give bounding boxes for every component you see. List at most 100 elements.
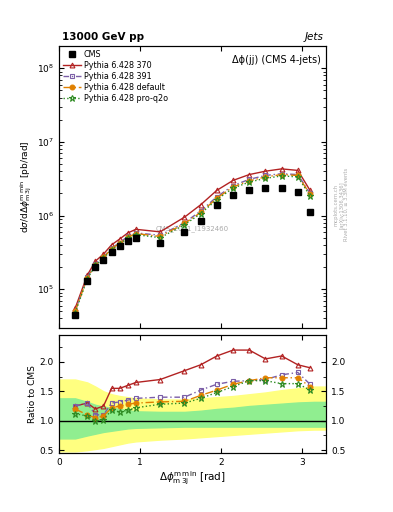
Pythia 6.428 370 bbox=[182, 214, 187, 220]
Pythia 6.428 391 bbox=[308, 190, 312, 197]
CMS bbox=[182, 229, 187, 235]
Pythia 6.428 pro-q2o bbox=[109, 246, 114, 252]
Pythia 6.428 default bbox=[247, 178, 252, 184]
CMS bbox=[93, 264, 98, 270]
Pythia 6.428 pro-q2o bbox=[118, 241, 122, 247]
CMS bbox=[279, 184, 284, 190]
Pythia 6.428 pro-q2o bbox=[247, 179, 252, 185]
Pythia 6.428 370 bbox=[158, 229, 163, 235]
Pythia 6.428 default bbox=[231, 184, 235, 190]
Pythia 6.428 370 bbox=[279, 166, 284, 172]
CMS bbox=[198, 218, 203, 224]
Text: Δϕ(jj) (CMS 4-jets): Δϕ(jj) (CMS 4-jets) bbox=[232, 55, 321, 65]
Pythia 6.428 370 bbox=[93, 258, 98, 264]
Pythia 6.428 default bbox=[279, 172, 284, 178]
Pythia 6.428 default bbox=[73, 308, 77, 314]
Pythia 6.428 370 bbox=[134, 226, 138, 232]
Pythia 6.428 default bbox=[296, 173, 300, 179]
Pythia 6.428 391 bbox=[134, 230, 138, 236]
Pythia 6.428 391 bbox=[296, 172, 300, 178]
Pythia 6.428 pro-q2o bbox=[308, 193, 312, 199]
Pythia 6.428 default bbox=[125, 234, 130, 240]
Pythia 6.428 370 bbox=[118, 236, 122, 242]
Pythia 6.428 pro-q2o bbox=[296, 174, 300, 180]
Legend: CMS, Pythia 6.428 370, Pythia 6.428 391, Pythia 6.428 default, Pythia 6.428 pro-: CMS, Pythia 6.428 370, Pythia 6.428 391,… bbox=[61, 49, 170, 105]
Line: Pythia 6.428 370: Pythia 6.428 370 bbox=[73, 166, 312, 311]
Pythia 6.428 pro-q2o bbox=[134, 231, 138, 238]
Line: CMS: CMS bbox=[72, 184, 313, 318]
Pythia 6.428 391 bbox=[93, 261, 98, 267]
CMS bbox=[296, 189, 300, 195]
CMS bbox=[308, 209, 312, 216]
Pythia 6.428 pro-q2o bbox=[101, 255, 106, 262]
CMS bbox=[215, 202, 219, 208]
Pythia 6.428 pro-q2o bbox=[93, 262, 98, 268]
Line: Pythia 6.428 391: Pythia 6.428 391 bbox=[73, 171, 312, 314]
Pythia 6.428 pro-q2o bbox=[85, 276, 90, 282]
Pythia 6.428 pro-q2o bbox=[231, 185, 235, 191]
Y-axis label: Ratio to CMS: Ratio to CMS bbox=[28, 365, 37, 423]
Text: mcplots.cern.ch: mcplots.cern.ch bbox=[334, 184, 338, 226]
Pythia 6.428 391 bbox=[73, 308, 77, 314]
Pythia 6.428 default bbox=[109, 246, 114, 252]
Pythia 6.428 default bbox=[85, 275, 90, 281]
Pythia 6.428 391 bbox=[158, 232, 163, 238]
Pythia 6.428 391 bbox=[263, 173, 268, 179]
Pythia 6.428 370 bbox=[247, 172, 252, 178]
Y-axis label: d$\sigma$/d$\Delta\phi^{\rm m\,min}_{\rm m\,3j}$ [pb/rad]: d$\sigma$/d$\Delta\phi^{\rm m\,min}_{\rm… bbox=[18, 140, 34, 233]
CMS bbox=[109, 249, 114, 255]
Pythia 6.428 391 bbox=[118, 240, 122, 246]
CMS bbox=[263, 184, 268, 190]
Pythia 6.428 370 bbox=[85, 272, 90, 278]
Pythia 6.428 391 bbox=[247, 176, 252, 182]
Pythia 6.428 pro-q2o bbox=[158, 234, 163, 241]
Pythia 6.428 391 bbox=[198, 208, 203, 214]
Pythia 6.428 391 bbox=[231, 182, 235, 188]
Pythia 6.428 default bbox=[308, 191, 312, 197]
CMS bbox=[125, 238, 130, 244]
Pythia 6.428 391 bbox=[279, 170, 284, 177]
Pythia 6.428 default bbox=[158, 233, 163, 240]
Pythia 6.428 default bbox=[101, 254, 106, 261]
Text: Jets: Jets bbox=[305, 32, 323, 42]
Text: CMS_2021_I1932460: CMS_2021_I1932460 bbox=[156, 226, 229, 232]
CMS bbox=[118, 243, 122, 249]
Pythia 6.428 370 bbox=[73, 305, 77, 311]
Pythia 6.428 pro-q2o bbox=[182, 222, 187, 228]
CMS bbox=[73, 312, 77, 318]
Pythia 6.428 default bbox=[134, 230, 138, 237]
Line: Pythia 6.428 pro-q2o: Pythia 6.428 pro-q2o bbox=[72, 173, 313, 316]
Pythia 6.428 391 bbox=[101, 254, 106, 260]
Pythia 6.428 370 bbox=[109, 242, 114, 248]
Pythia 6.428 391 bbox=[109, 245, 114, 251]
Text: 13000 GeV pp: 13000 GeV pp bbox=[62, 32, 144, 42]
Pythia 6.428 391 bbox=[125, 233, 130, 240]
CMS bbox=[158, 240, 163, 246]
Pythia 6.428 default bbox=[215, 195, 219, 201]
Pythia 6.428 pro-q2o bbox=[263, 175, 268, 181]
Text: [arXiv:1306.3436]: [arXiv:1306.3436] bbox=[339, 181, 343, 229]
Pythia 6.428 391 bbox=[85, 274, 90, 281]
Pythia 6.428 default bbox=[263, 174, 268, 180]
Pythia 6.428 370 bbox=[101, 251, 106, 257]
CMS bbox=[247, 187, 252, 194]
CMS bbox=[85, 278, 90, 284]
Pythia 6.428 370 bbox=[231, 177, 235, 183]
Pythia 6.428 pro-q2o bbox=[125, 235, 130, 241]
Pythia 6.428 default bbox=[198, 209, 203, 216]
CMS bbox=[101, 257, 106, 263]
Pythia 6.428 default bbox=[182, 220, 187, 226]
Pythia 6.428 default bbox=[118, 240, 122, 246]
Pythia 6.428 391 bbox=[182, 220, 187, 226]
Text: Rivet 3.1.10, ≥ 3.3M events: Rivet 3.1.10, ≥ 3.3M events bbox=[344, 168, 349, 242]
Line: Pythia 6.428 default: Pythia 6.428 default bbox=[73, 172, 312, 314]
Pythia 6.428 370 bbox=[215, 187, 219, 194]
CMS bbox=[231, 192, 235, 198]
Pythia 6.428 pro-q2o bbox=[198, 210, 203, 217]
Pythia 6.428 default bbox=[93, 262, 98, 268]
Pythia 6.428 370 bbox=[263, 168, 268, 174]
Pythia 6.428 391 bbox=[215, 194, 219, 200]
Pythia 6.428 pro-q2o bbox=[279, 173, 284, 179]
Pythia 6.428 pro-q2o bbox=[73, 310, 77, 316]
Pythia 6.428 370 bbox=[125, 230, 130, 236]
